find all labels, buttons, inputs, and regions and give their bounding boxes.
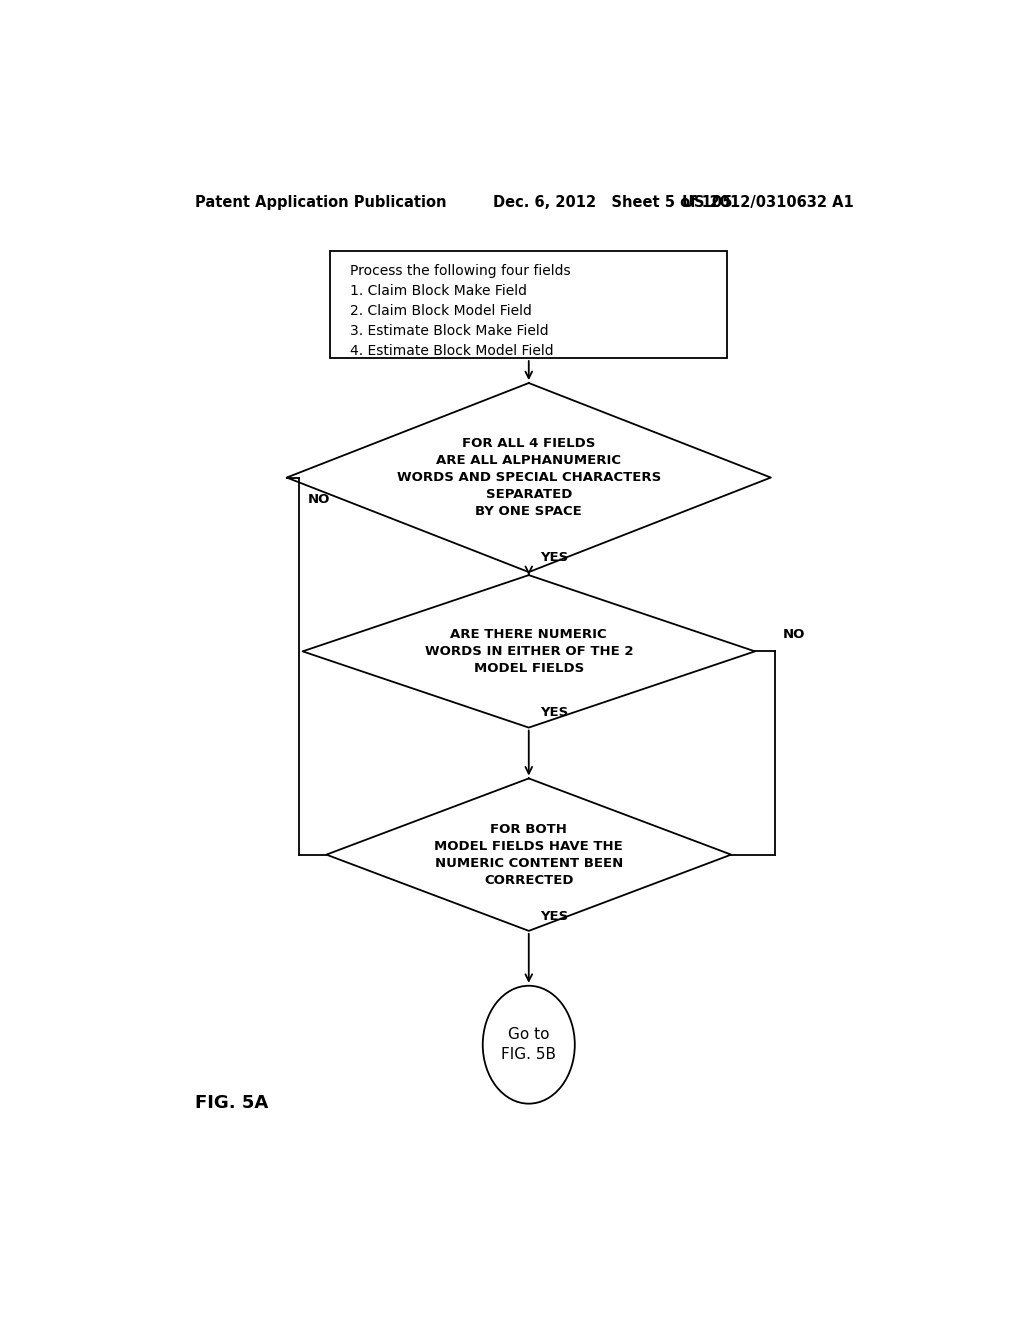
Text: FOR BOTH
MODEL FIELDS HAVE THE
NUMERIC CONTENT BEEN
CORRECTED: FOR BOTH MODEL FIELDS HAVE THE NUMERIC C… <box>434 822 624 887</box>
Text: FOR ALL 4 FIELDS
ARE ALL ALPHANUMERIC
WORDS AND SPECIAL CHARACTERS
SEPARATED
BY : FOR ALL 4 FIELDS ARE ALL ALPHANUMERIC WO… <box>396 437 660 517</box>
Text: Go to
FIG. 5B: Go to FIG. 5B <box>502 1027 556 1063</box>
Text: YES: YES <box>541 909 569 923</box>
Text: NO: NO <box>782 628 805 642</box>
Text: Patent Application Publication: Patent Application Publication <box>196 195 446 210</box>
Text: Process the following four fields
1. Claim Block Make Field
2. Claim Block Model: Process the following four fields 1. Cla… <box>350 264 570 358</box>
Text: YES: YES <box>541 550 569 564</box>
Text: ARE THERE NUMERIC
WORDS IN EITHER OF THE 2
MODEL FIELDS: ARE THERE NUMERIC WORDS IN EITHER OF THE… <box>425 628 633 675</box>
Text: NO: NO <box>308 492 331 506</box>
Text: YES: YES <box>541 706 569 719</box>
Text: FIG. 5A: FIG. 5A <box>196 1094 268 1111</box>
Text: Dec. 6, 2012   Sheet 5 of 105: Dec. 6, 2012 Sheet 5 of 105 <box>494 195 732 210</box>
Circle shape <box>482 986 574 1104</box>
Bar <box>331 251 727 358</box>
Text: US 2012/0310632 A1: US 2012/0310632 A1 <box>682 195 854 210</box>
